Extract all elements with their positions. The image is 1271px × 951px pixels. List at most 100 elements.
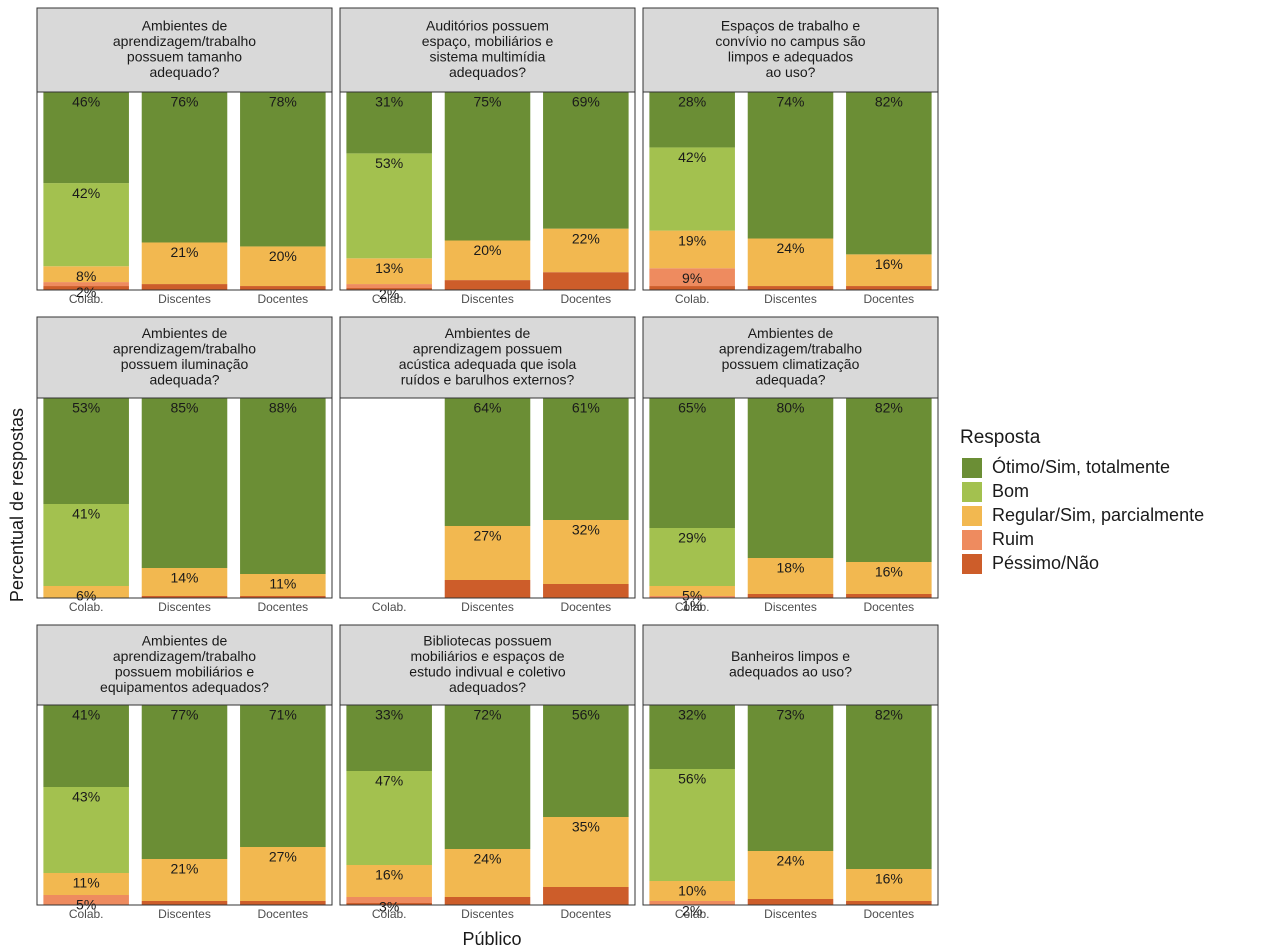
y-axis-title: Percentual de respostas (7, 408, 27, 602)
data-label: 75% (473, 94, 501, 110)
bar-segment (240, 286, 326, 290)
bar-segment (444, 280, 531, 290)
bar-segment (543, 887, 629, 905)
data-label: 43% (72, 789, 100, 805)
bar-segment (141, 284, 228, 290)
data-label: 8% (76, 268, 96, 284)
bar-segment (543, 705, 629, 817)
plot-border (339, 91, 636, 291)
data-label: 28% (678, 94, 706, 110)
data-label: 2% (379, 286, 399, 302)
bar-segment (747, 238, 834, 287)
data-label: 6% (76, 588, 96, 604)
data-label: 82% (875, 94, 903, 110)
x-tick-label: Colab. (69, 292, 104, 306)
data-label: 80% (776, 400, 804, 416)
panel-title: estudo indivual e coletivo (409, 663, 566, 679)
bar-segment (649, 586, 735, 596)
bar-segment (346, 92, 432, 154)
strip (339, 624, 636, 706)
data-label: 74% (776, 94, 804, 110)
legend-key (962, 554, 982, 574)
panel-title: Banheiros limpos e (731, 648, 850, 664)
panel-title: aprendizagem/trabalho (719, 340, 862, 356)
data-label: 88% (269, 400, 297, 416)
data-label: 82% (875, 400, 903, 416)
bar-segment (141, 242, 228, 285)
panel-title: adequada? (755, 371, 825, 387)
data-label: 32% (678, 707, 706, 723)
bar-segment (346, 288, 432, 290)
x-tick-label: Discentes (461, 292, 514, 306)
legend-label: Ruim (992, 529, 1034, 549)
bar-segment (543, 817, 629, 887)
data-label: 61% (572, 400, 600, 416)
bar-segment (444, 526, 531, 580)
panel-title: Ambientes de (748, 325, 834, 341)
data-label: 42% (72, 185, 100, 201)
bar-segment (747, 594, 834, 598)
data-label: 64% (473, 400, 501, 416)
bar-segment (43, 705, 129, 787)
bar-segment (240, 398, 326, 574)
bar-segment (649, 705, 735, 769)
bar-segment (747, 398, 834, 558)
x-tick-label: Discentes (461, 600, 514, 614)
bar-segment (240, 574, 326, 596)
bar-segment (649, 596, 735, 598)
data-label: 29% (678, 530, 706, 546)
bar-segment (444, 897, 531, 905)
panel-title: possuem mobiliários e (115, 663, 254, 679)
x-tick-label: Discentes (158, 907, 211, 921)
plot-border (36, 704, 333, 906)
data-label: 42% (678, 149, 706, 165)
data-label: 31% (375, 94, 403, 110)
legend-key (962, 530, 982, 550)
bar-segment (846, 705, 932, 869)
data-label: 11% (73, 875, 100, 891)
data-label: 21% (170, 861, 198, 877)
x-tick-label: Colab. (675, 907, 710, 921)
plot-border (642, 704, 939, 906)
strip (642, 316, 939, 399)
legend-key (962, 458, 982, 478)
plot-border (339, 397, 636, 599)
bar-segment (43, 92, 129, 184)
strip (36, 316, 333, 399)
bar-segment (240, 847, 326, 901)
legend-label: Bom (992, 481, 1029, 501)
x-tick-label: Discentes (764, 907, 817, 921)
data-label: 82% (875, 707, 903, 723)
x-tick-label: Discentes (461, 907, 514, 921)
x-axis-title: Público (462, 929, 521, 949)
data-label: 13% (375, 260, 403, 276)
panel-title: aprendizagem/trabalho (113, 33, 256, 49)
bar-segment (43, 895, 129, 905)
x-tick-label: Discentes (764, 600, 817, 614)
bar-segment (43, 282, 129, 287)
x-tick-label: Docentes (560, 907, 611, 921)
panel-title: adequados? (449, 64, 526, 80)
plot-border (642, 91, 939, 291)
data-label: 3% (379, 899, 399, 915)
bar-segment (543, 228, 629, 273)
bar-segment (543, 398, 629, 520)
data-label: 20% (269, 248, 297, 264)
bar-segment (346, 897, 432, 903)
x-tick-label: Docentes (257, 292, 308, 306)
strip (642, 624, 939, 706)
data-label: 27% (269, 849, 297, 865)
data-label: 21% (170, 244, 198, 260)
x-tick-label: Colab. (372, 600, 407, 614)
data-label: 71% (269, 707, 297, 723)
panel-title: ao uso? (766, 64, 816, 80)
bar-segment (444, 240, 531, 281)
bar-segment (649, 230, 735, 269)
data-label: 69% (572, 94, 600, 110)
bar-segment (846, 398, 932, 562)
x-tick-label: Docentes (863, 907, 914, 921)
data-label: 77% (170, 707, 198, 723)
x-tick-label: Discentes (764, 292, 817, 306)
bar-segment (141, 859, 228, 901)
